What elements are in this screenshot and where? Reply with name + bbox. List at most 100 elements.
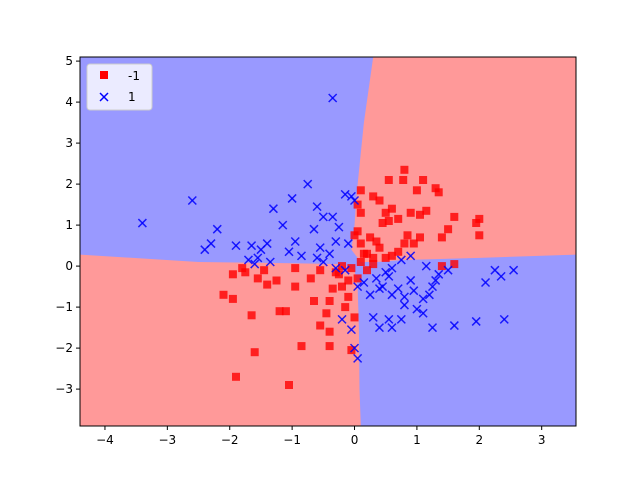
point-class-neg1 [475, 231, 484, 240]
y-tick-label: 5 [65, 54, 73, 68]
point-class-neg1 [375, 243, 384, 252]
point-class-neg1 [381, 253, 390, 262]
point-class-neg1 [409, 239, 418, 248]
point-class-neg1 [472, 219, 481, 227]
point-class-pos1 [328, 212, 338, 222]
point-class-neg1 [356, 186, 365, 195]
point-class-neg1 [260, 266, 269, 275]
point-class-neg1 [444, 225, 453, 234]
point-class-neg1 [281, 307, 290, 316]
point-class-pos1 [278, 220, 288, 230]
point-class-neg1 [384, 176, 393, 184]
point-class-neg1 [291, 264, 300, 273]
x-axis: −4 −3 −2 −1 0 1 2 3 [96, 426, 546, 447]
point-class-neg1 [403, 231, 412, 240]
point-class-neg1 [285, 381, 293, 389]
point-class-neg1 [232, 372, 240, 381]
point-class-pos1 [424, 290, 434, 300]
point-class-neg1 [328, 284, 337, 293]
legend-box [86, 63, 153, 111]
point-class-neg1 [369, 253, 378, 262]
point-class-neg1 [412, 186, 421, 195]
region-class-neg1-upper-right [351, 57, 576, 262]
point-class-pos1 [374, 284, 385, 294]
point-class-pos1 [396, 255, 406, 265]
point-class-pos1 [328, 93, 338, 103]
y-tick-label: 2 [65, 177, 73, 191]
point-class-pos1 [296, 251, 307, 261]
point-class-neg1 [334, 270, 343, 279]
point-class-pos1 [231, 241, 241, 251]
y-tick-label: 1 [65, 218, 73, 232]
point-class-pos1 [359, 277, 369, 288]
point-class-neg1 [356, 208, 365, 217]
point-class-pos1 [509, 265, 519, 275]
point-class-pos1 [331, 236, 341, 247]
legend-marker-neg1 [100, 71, 108, 79]
point-class-pos1 [393, 284, 403, 294]
legend-label-neg1: -1 [128, 69, 140, 83]
point-class-pos1 [315, 243, 325, 253]
point-class-pos1 [471, 316, 481, 326]
point-class-pos1 [412, 304, 422, 314]
y-tick-label: 3 [65, 136, 73, 150]
point-class-pos1 [406, 275, 416, 285]
point-class-neg1 [241, 268, 250, 277]
x-tick-label: −4 [96, 433, 114, 447]
point-class-pos1 [499, 314, 509, 324]
point-class-neg1 [399, 176, 408, 184]
point-class-pos1 [349, 343, 360, 353]
x-tick-label: 1 [413, 433, 421, 447]
point-class-neg1 [219, 290, 228, 299]
point-class-pos1 [381, 267, 391, 277]
x-tick-label: 0 [351, 433, 359, 447]
point-class-pos1 [346, 325, 356, 335]
legend: -1 1 [86, 63, 153, 111]
point-class-pos1 [418, 294, 428, 304]
point-class-neg1 [437, 262, 446, 271]
point-class-neg1 [297, 342, 306, 351]
point-class-neg1 [431, 184, 440, 193]
point-class-neg1 [375, 196, 384, 205]
point-class-neg1 [434, 188, 443, 197]
point-class-neg1 [356, 258, 365, 266]
point-class-neg1 [366, 233, 375, 242]
point-class-neg1 [325, 327, 334, 336]
point-class-neg1 [422, 206, 431, 215]
point-class-neg1 [347, 346, 356, 355]
point-class-pos1 [496, 271, 506, 281]
point-class-pos1 [399, 292, 409, 302]
point-class-pos1 [312, 202, 322, 212]
point-class-pos1 [137, 218, 147, 228]
point-class-neg1 [416, 233, 424, 242]
y-axis: −3 −2 −1 0 1 2 3 4 5 [55, 54, 80, 396]
point-class-pos1 [265, 257, 275, 267]
point-class-pos1 [387, 323, 397, 333]
point-class-neg1 [369, 192, 378, 201]
point-class-neg1 [381, 208, 390, 217]
point-class-pos1 [247, 241, 257, 251]
point-class-pos1 [303, 179, 313, 189]
point-class-neg1 [353, 274, 362, 283]
point-class-neg1 [356, 239, 365, 248]
point-class-pos1 [200, 245, 210, 255]
point-class-neg1 [372, 237, 381, 246]
point-class-neg1 [350, 231, 359, 240]
point-class-neg1 [437, 233, 446, 242]
x-tick-label: −3 [158, 433, 176, 447]
point-class-neg1 [247, 311, 256, 320]
point-class-pos1 [353, 282, 363, 292]
point-class-pos1 [253, 253, 263, 263]
point-class-neg1 [450, 212, 459, 221]
plot-frame [79, 56, 577, 427]
point-class-pos1 [256, 245, 266, 255]
point-class-pos1 [368, 312, 378, 322]
point-class-pos1 [290, 236, 300, 247]
point-class-pos1 [337, 314, 347, 324]
point-class-neg1 [316, 321, 325, 330]
y-tick-label: −3 [55, 382, 73, 396]
legend-marker-pos1 [99, 92, 109, 102]
series-neg1-points [219, 165, 484, 389]
point-class-pos1 [287, 193, 297, 203]
